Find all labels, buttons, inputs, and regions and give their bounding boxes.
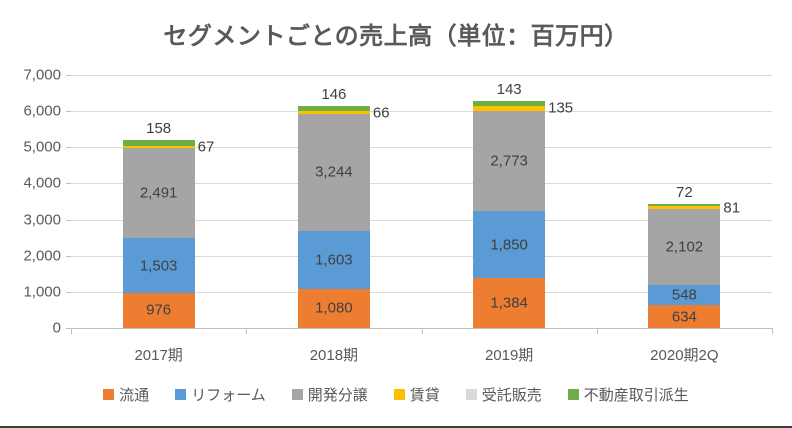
y-tick-label: 5,000 xyxy=(23,138,61,156)
data-label: 1,850 xyxy=(490,236,528,254)
data-label: 2,491 xyxy=(139,184,178,202)
legend-swatch-icon xyxy=(465,389,477,400)
y-axis-tick xyxy=(66,75,71,76)
y-tick-label: 2,000 xyxy=(23,247,61,265)
bar-segment xyxy=(297,111,370,114)
data-label: 1,080 xyxy=(315,299,353,317)
bar-segment xyxy=(473,100,546,106)
gridline xyxy=(71,183,772,185)
gridline xyxy=(71,219,772,221)
legend-label: 開発分譲 xyxy=(307,387,368,404)
bar-segment xyxy=(122,140,195,146)
bar-segment xyxy=(297,113,370,232)
legend-swatch-icon xyxy=(175,389,187,400)
data-label: 2,773 xyxy=(490,152,528,170)
x-axis-tick xyxy=(71,328,72,334)
bar-segment xyxy=(473,110,546,212)
data-label: 3,244 xyxy=(315,163,353,181)
data-label: 1,603 xyxy=(315,251,353,269)
x-axis-tick xyxy=(421,328,423,334)
data-label: 1,503 xyxy=(139,257,178,275)
legend-item: 受託販売 xyxy=(465,384,542,405)
legend-item: 賃貸 xyxy=(393,384,440,405)
x-tick-label: 2018期 xyxy=(309,347,359,364)
bar-segment xyxy=(297,106,370,112)
legend-item: リフォーム xyxy=(175,384,266,405)
bar-segment xyxy=(648,285,721,306)
y-tick-label: 0 xyxy=(52,319,61,337)
bar-segment xyxy=(648,209,721,286)
data-label-outside-right: 66 xyxy=(372,104,390,122)
bar-segment xyxy=(648,305,721,328)
y-axis-tick xyxy=(66,328,71,329)
y-axis-tick xyxy=(66,183,71,185)
gridline xyxy=(71,111,772,113)
x-axis-tick xyxy=(772,328,773,334)
bar-segment xyxy=(122,292,195,328)
legend-item: 不動産取引派生 xyxy=(567,384,689,405)
bar-segment xyxy=(473,211,546,278)
y-axis-tick xyxy=(66,291,71,293)
y-tick-label: 1,000 xyxy=(23,283,61,301)
data-label-outside-right: 67 xyxy=(197,138,215,156)
bar-segment xyxy=(297,288,370,328)
legend-label: 不動産取引派生 xyxy=(583,387,689,404)
legend-swatch-icon xyxy=(393,389,405,400)
bar-segment xyxy=(122,148,195,239)
bottom-border-line xyxy=(0,426,792,428)
y-axis-tick xyxy=(66,255,71,257)
data-label-above: 143 xyxy=(496,80,522,98)
data-label: 2,102 xyxy=(665,238,704,256)
x-axis-tick xyxy=(246,328,248,334)
x-tick-label: 2017期 xyxy=(134,347,183,364)
legend: 流通 リフォーム 開発分譲 賃貸 受託販売 不動産取引派生 xyxy=(0,384,792,405)
bar-segment xyxy=(473,106,546,111)
bar-segment xyxy=(297,231,370,289)
y-axis-tick xyxy=(66,111,71,113)
legend-item: 開発分譲 xyxy=(291,384,368,405)
x-tick-label: 2019期 xyxy=(484,347,534,364)
data-label-above: 146 xyxy=(321,86,347,104)
bar-segment xyxy=(122,238,195,293)
data-label: 976 xyxy=(146,301,172,319)
gridline xyxy=(71,255,772,257)
y-tick-label: 3,000 xyxy=(23,211,61,229)
gridline xyxy=(71,147,772,149)
y-tick-label: 4,000 xyxy=(23,174,61,192)
y-axis-tick xyxy=(66,219,71,221)
legend-label: リフォーム xyxy=(191,387,266,404)
y-tick-label: 6,000 xyxy=(23,102,61,120)
legend-label: 受託販売 xyxy=(481,387,542,404)
legend-label: 賃貸 xyxy=(409,387,440,404)
data-label-above: 158 xyxy=(146,120,172,138)
data-label-outside-right: 135 xyxy=(548,99,574,117)
bar-segment xyxy=(648,203,721,207)
bar-segment xyxy=(648,206,721,210)
legend-swatch-icon xyxy=(291,389,303,400)
legend-swatch-icon xyxy=(103,389,115,400)
legend-label: 流通 xyxy=(119,387,150,404)
y-axis-tick xyxy=(66,147,71,149)
data-label: 1,384 xyxy=(490,294,528,312)
gridline xyxy=(71,291,772,293)
data-label-above: 72 xyxy=(676,183,693,201)
legend-item: 流通 xyxy=(103,384,149,405)
chart-title: セグメントごとの売上高（単位：百万円） xyxy=(163,23,629,50)
legend-swatch-icon xyxy=(567,389,579,400)
data-label: 634 xyxy=(671,308,697,326)
x-tick-label: 2020期2Q xyxy=(650,347,719,364)
y-tick-label: 7,000 xyxy=(23,66,61,84)
bar-segment xyxy=(473,277,546,328)
gridline xyxy=(71,75,772,76)
data-label-outside-right: 81 xyxy=(723,199,741,217)
data-label: 548 xyxy=(671,286,697,304)
bar-segment xyxy=(122,145,195,149)
x-axis-tick xyxy=(596,328,598,334)
